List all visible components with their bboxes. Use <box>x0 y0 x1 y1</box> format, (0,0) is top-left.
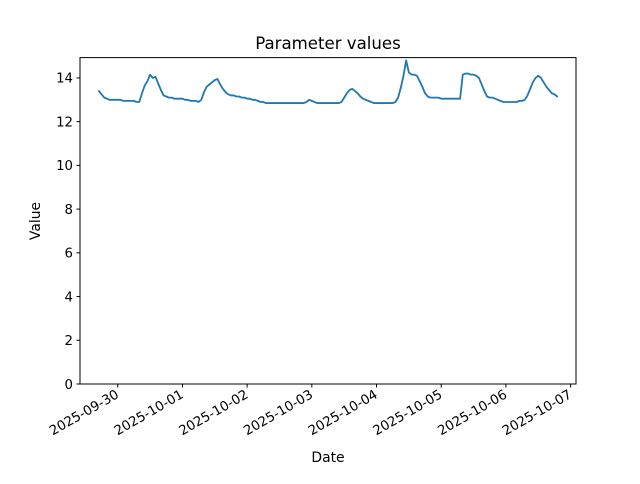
y-tick-label: 6 <box>65 247 73 262</box>
y-tick-label: 14 <box>56 72 73 87</box>
x-axis-label: Date <box>311 450 344 466</box>
y-axis-ticks: 0 2 4 6 8 10 12 14 <box>56 72 80 393</box>
plot-area-frame <box>79 57 577 385</box>
y-tick-label: 10 <box>56 159 73 174</box>
y-tick-label: 2 <box>65 334 73 349</box>
y-tick-label: 8 <box>65 203 73 218</box>
series-line <box>97 59 559 104</box>
y-axis-label: Value <box>28 202 44 240</box>
y-tick-label: 4 <box>65 290 73 305</box>
y-tick-label: 0 <box>65 378 73 393</box>
chart-title: Parameter values <box>255 34 401 53</box>
y-tick-label: 12 <box>56 115 73 130</box>
